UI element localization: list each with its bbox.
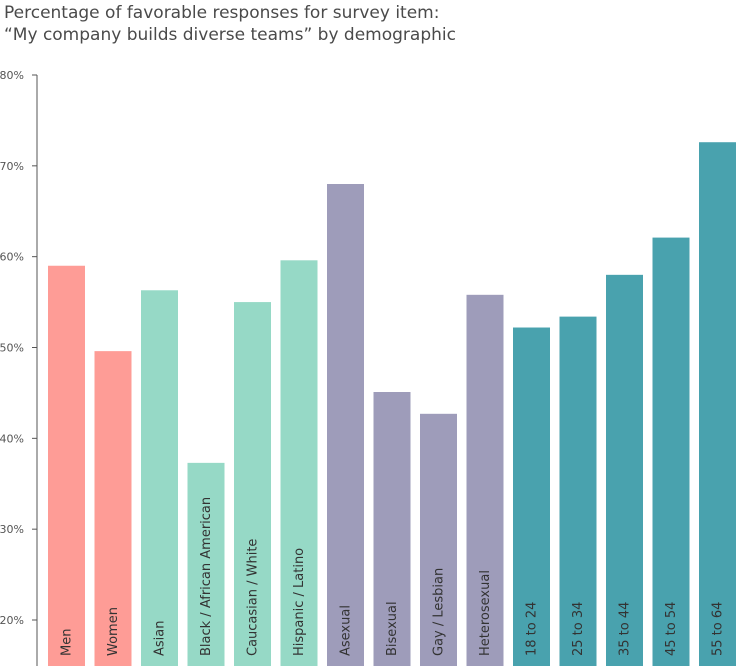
chart-title-line2: “My company builds diverse teams” by dem… <box>4 25 456 45</box>
bar <box>606 274 643 666</box>
bar <box>141 290 178 666</box>
bar-category-label: Gay / Lesbian <box>432 568 447 656</box>
y-tick-label: 20% <box>0 614 24 627</box>
chart-title-line1: Percentage of favorable responses for su… <box>4 3 440 23</box>
bar-category-label: 55 to 64 <box>711 602 726 656</box>
bar-category-label: Caucasian / White <box>246 539 261 656</box>
bar-category-label: 45 to 54 <box>664 602 679 656</box>
bar-category-label: Bisexual <box>385 601 400 656</box>
bar-category-label: Men <box>60 629 75 656</box>
bar <box>280 260 318 666</box>
bar-category-label: Heterosexual <box>478 570 493 656</box>
bar-category-label: Asian <box>153 621 168 656</box>
y-tick-label: 40% <box>0 432 24 445</box>
bar-category-label: Asexual <box>339 605 354 656</box>
bar-category-label: 18 to 24 <box>525 602 540 656</box>
bar <box>652 237 690 666</box>
chart-title: Percentage of favorable responses for su… <box>4 2 456 46</box>
bar-category-label: Women <box>106 607 121 656</box>
bar-category-label: Black / African American <box>199 497 214 656</box>
bar <box>466 294 504 666</box>
y-tick-label: 30% <box>0 523 24 536</box>
bar <box>187 462 225 666</box>
bar <box>513 327 550 666</box>
y-tick-label: 70% <box>0 160 24 173</box>
bar-category-label: 35 to 44 <box>618 602 633 656</box>
bar <box>327 184 364 666</box>
bar-category-label: Hispanic / Latino <box>292 548 307 656</box>
bar <box>373 392 411 666</box>
bar <box>699 142 736 666</box>
y-tick-label: 80% <box>0 69 24 82</box>
bar <box>559 316 597 666</box>
bar <box>234 302 271 666</box>
y-tick-label: 60% <box>0 251 24 264</box>
y-tick-label: 50% <box>0 342 24 355</box>
bar <box>94 351 132 666</box>
bar <box>48 265 85 666</box>
bar-category-label: 25 to 34 <box>571 602 586 656</box>
bar <box>420 413 457 666</box>
